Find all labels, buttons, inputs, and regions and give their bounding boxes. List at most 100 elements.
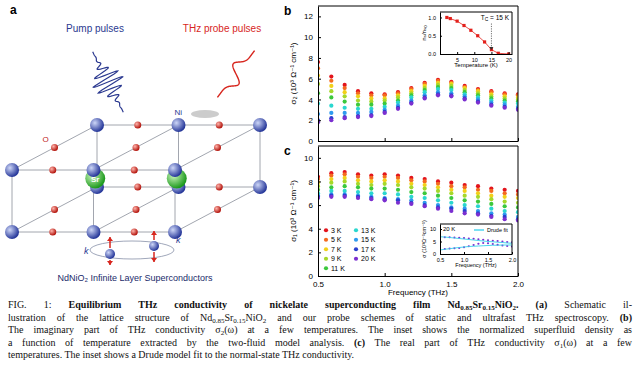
y-tick-mark [440, 17, 442, 18]
data-point [343, 184, 347, 188]
y-tick-label: 6 [309, 201, 314, 210]
data-point [462, 24, 465, 27]
bond [175, 187, 260, 232]
caption-line: temperatures. The inset shows a Drude mo… [8, 349, 632, 362]
legend-label: 5 K [331, 236, 342, 243]
data-point [343, 106, 347, 110]
data-point [356, 185, 360, 189]
data-point [396, 188, 400, 192]
data-point [343, 116, 347, 120]
frame [518, 146, 519, 276]
caption-text: 0.15 [482, 304, 494, 312]
data-point [329, 75, 333, 79]
data-point [369, 197, 373, 201]
data-point [356, 115, 360, 119]
legend-label: 17 K [361, 246, 376, 253]
pump-label: Pump pulses [66, 23, 124, 34]
x-tick: 1.0 [380, 273, 392, 289]
data-point [449, 94, 453, 98]
y-tick: 0 [309, 272, 321, 281]
y-tick: 8 [309, 54, 321, 63]
legend-swatch [354, 257, 358, 261]
x-tick-mark [451, 138, 452, 141]
legend-label: 9 K [331, 255, 342, 262]
caption-text: 0.15 [233, 317, 245, 325]
y-tick-mark [318, 205, 321, 206]
y-tick-label: 4 [309, 225, 314, 234]
y-axis-title: σ (10³Ω⁻¹cm⁻¹) [421, 220, 427, 258]
y-tick-label: 1.0 [428, 15, 436, 21]
x-axis-line [441, 254, 513, 255]
tc-marker [491, 24, 492, 51]
atom [51, 144, 58, 151]
caption-text: 1 [560, 342, 564, 350]
data-point [396, 183, 400, 187]
data-point [483, 40, 486, 43]
x-axis: 0.51.01.52.0 [313, 273, 525, 289]
data-point [356, 196, 360, 200]
data-point [489, 202, 493, 206]
atoms [5, 118, 267, 239]
y-axis-line [440, 13, 441, 55]
y-tick-label: 10 [304, 154, 313, 163]
x-tick-mark [385, 138, 386, 141]
data-point [449, 196, 453, 200]
atom [253, 180, 267, 194]
y-axis-title: σ₁ (10³ Ω⁻¹ cm⁻¹) [289, 180, 298, 242]
caption: FIG. 1: Equilibrium THz conductivity of … [8, 299, 632, 362]
y-tick-mark [440, 229, 442, 230]
frame [440, 12, 512, 13]
y-tick-mark [440, 36, 442, 37]
atom [216, 184, 223, 191]
y-tick: 2 [309, 248, 321, 257]
y-tick-label: 0.5 [428, 33, 436, 39]
inset-background [440, 12, 512, 54]
data-line [440, 237, 512, 244]
y-tick-mark [318, 141, 321, 142]
data-point [329, 104, 333, 108]
y-tick-mark [440, 254, 442, 255]
bond [94, 187, 179, 232]
caption-text: The imaginary part of THz conductivity σ [8, 324, 221, 335]
atom-label: Sr [91, 175, 99, 184]
x-tick [385, 138, 386, 141]
x-tick-mark [474, 52, 475, 54]
spin-arrowhead [107, 261, 113, 265]
data-point [492, 243, 494, 245]
frame [318, 146, 518, 147]
tc-arrowhead [489, 47, 493, 50]
data-point [329, 195, 333, 199]
k-label: k [84, 246, 89, 256]
data-point [383, 182, 387, 186]
x-tick-label: 2.0 [509, 257, 517, 263]
legend-swatch [354, 228, 358, 232]
data-point [396, 107, 400, 111]
x-axis-title: Temperature (K) [454, 62, 497, 68]
y-tick: 2 [309, 116, 321, 125]
data-point [396, 192, 400, 196]
atom [87, 225, 101, 239]
x-tick-mark [451, 273, 452, 276]
data-point [436, 93, 440, 97]
data-point [497, 52, 500, 54]
data-point [463, 198, 467, 202]
legend-label: Drude fit [487, 227, 508, 233]
x-tick-mark [509, 52, 510, 54]
atom [214, 144, 221, 151]
y-tick: 4 [309, 96, 321, 105]
inset-c: 0.51.01.52.00510Frequency (THz)σ (10³Ω⁻¹… [421, 220, 516, 268]
atom [216, 122, 223, 129]
data-point [476, 199, 480, 203]
y-tick-mark [318, 120, 321, 121]
data-point [423, 96, 427, 100]
bond [12, 170, 13, 232]
x-tick-mark [518, 273, 519, 276]
data-point [383, 111, 387, 115]
atom [49, 229, 56, 236]
data-point [482, 242, 484, 244]
data-point [463, 211, 467, 215]
x-axis [319, 138, 519, 142]
y-tick: 8 [309, 178, 321, 187]
data-point [476, 212, 480, 216]
y-tick-mark [318, 37, 321, 38]
